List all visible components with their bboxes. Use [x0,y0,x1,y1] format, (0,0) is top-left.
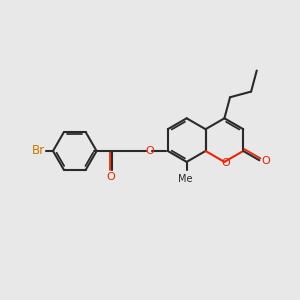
Text: O: O [107,172,116,182]
Text: O: O [261,156,270,166]
Text: Br: Br [32,145,45,158]
Text: O: O [145,146,154,156]
Text: Me: Me [178,174,193,184]
Text: O: O [221,158,230,168]
